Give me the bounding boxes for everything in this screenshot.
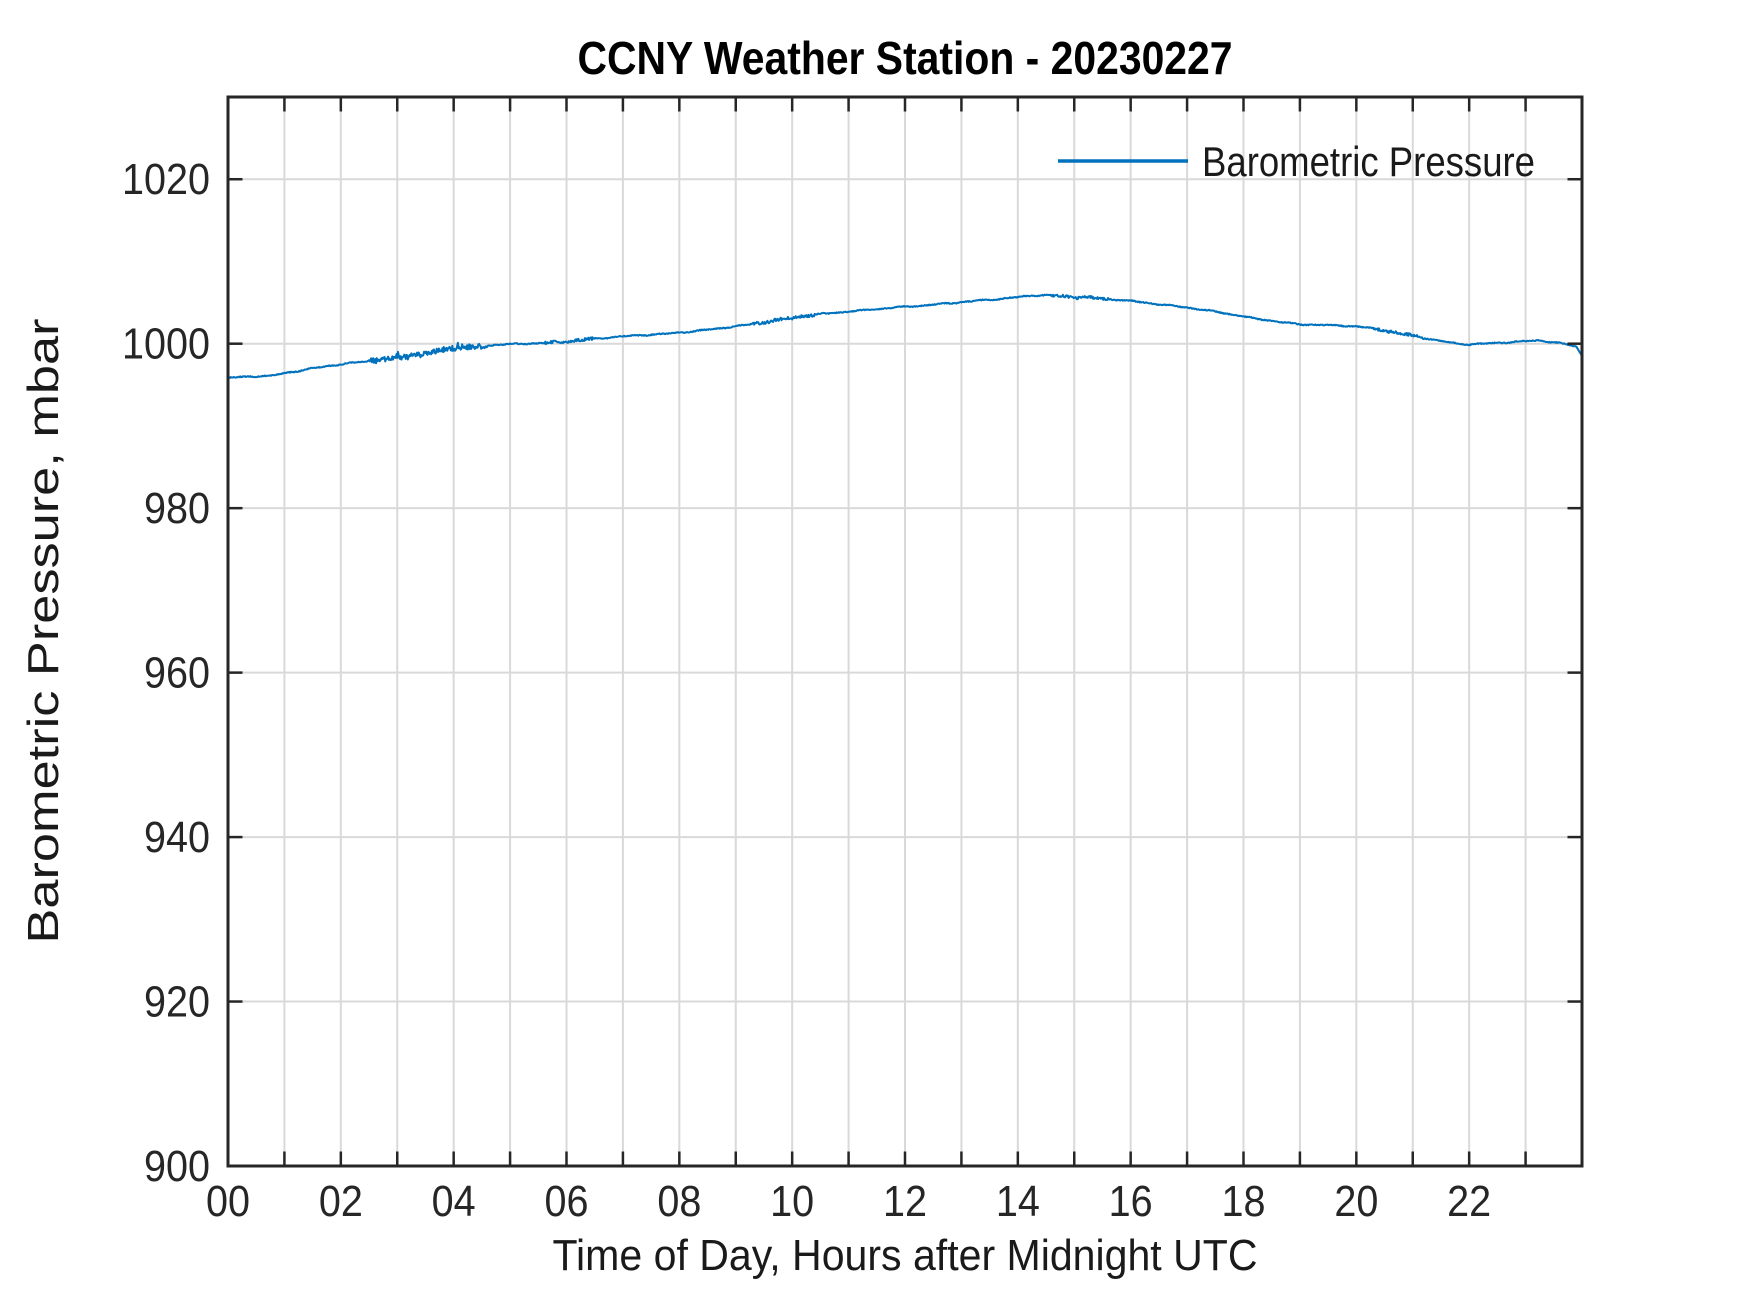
x-tick-label: 20	[1334, 1177, 1378, 1226]
x-axis-label: Time of Day, Hours after Midnight UTC	[553, 1231, 1258, 1280]
x-tick-label: 02	[319, 1177, 363, 1226]
y-tick-label: 1020	[122, 155, 210, 204]
y-tick-label: 980	[144, 484, 210, 533]
legend-label: Barometric Pressure	[1202, 138, 1535, 185]
chart-title: CCNY Weather Station - 20230227	[578, 32, 1233, 84]
legend: Barometric Pressure	[1058, 138, 1535, 185]
y-tick-label: 1000	[122, 320, 210, 369]
y-tick-label: 960	[144, 649, 210, 698]
x-tick-label: 16	[1109, 1177, 1153, 1226]
y-tick-label: 900	[144, 1142, 210, 1191]
x-tick-label: 10	[770, 1177, 814, 1226]
y-axis-label: Barometric Pressure, mbar	[19, 319, 68, 944]
x-tick-label: 04	[432, 1177, 476, 1226]
x-tick-label: 22	[1447, 1177, 1491, 1226]
x-tick-label: 14	[996, 1177, 1040, 1226]
y-tick-label: 940	[144, 813, 210, 862]
plot-border	[226, 95, 1584, 1168]
x-tick-label: 00	[206, 1177, 250, 1226]
x-tick-label: 18	[1222, 1177, 1266, 1226]
pressure-line	[227, 293, 1583, 379]
x-tick-label: 12	[883, 1177, 927, 1226]
y-tick-label: 920	[144, 978, 210, 1027]
x-tick-label: 08	[657, 1177, 701, 1226]
x-tick-label: 06	[545, 1177, 589, 1226]
